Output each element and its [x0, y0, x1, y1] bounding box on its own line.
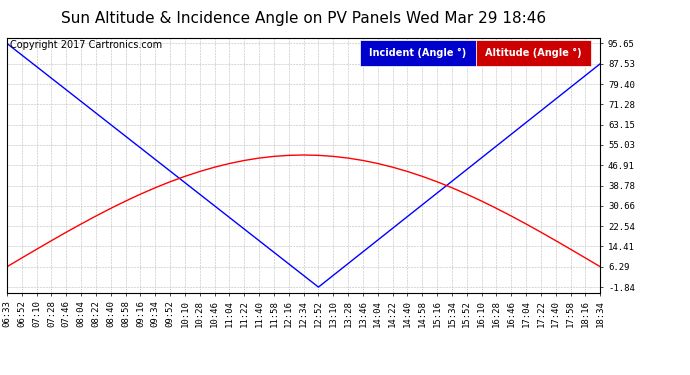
- Text: Copyright 2017 Cartronics.com: Copyright 2017 Cartronics.com: [10, 40, 162, 50]
- Bar: [475, 40, 591, 66]
- Text: Sun Altitude & Incidence Angle on PV Panels Wed Mar 29 18:46: Sun Altitude & Incidence Angle on PV Pan…: [61, 11, 546, 26]
- Bar: [360, 40, 475, 66]
- Text: Altitude (Angle °): Altitude (Angle °): [485, 48, 582, 58]
- Text: Incident (Angle °): Incident (Angle °): [369, 48, 466, 58]
